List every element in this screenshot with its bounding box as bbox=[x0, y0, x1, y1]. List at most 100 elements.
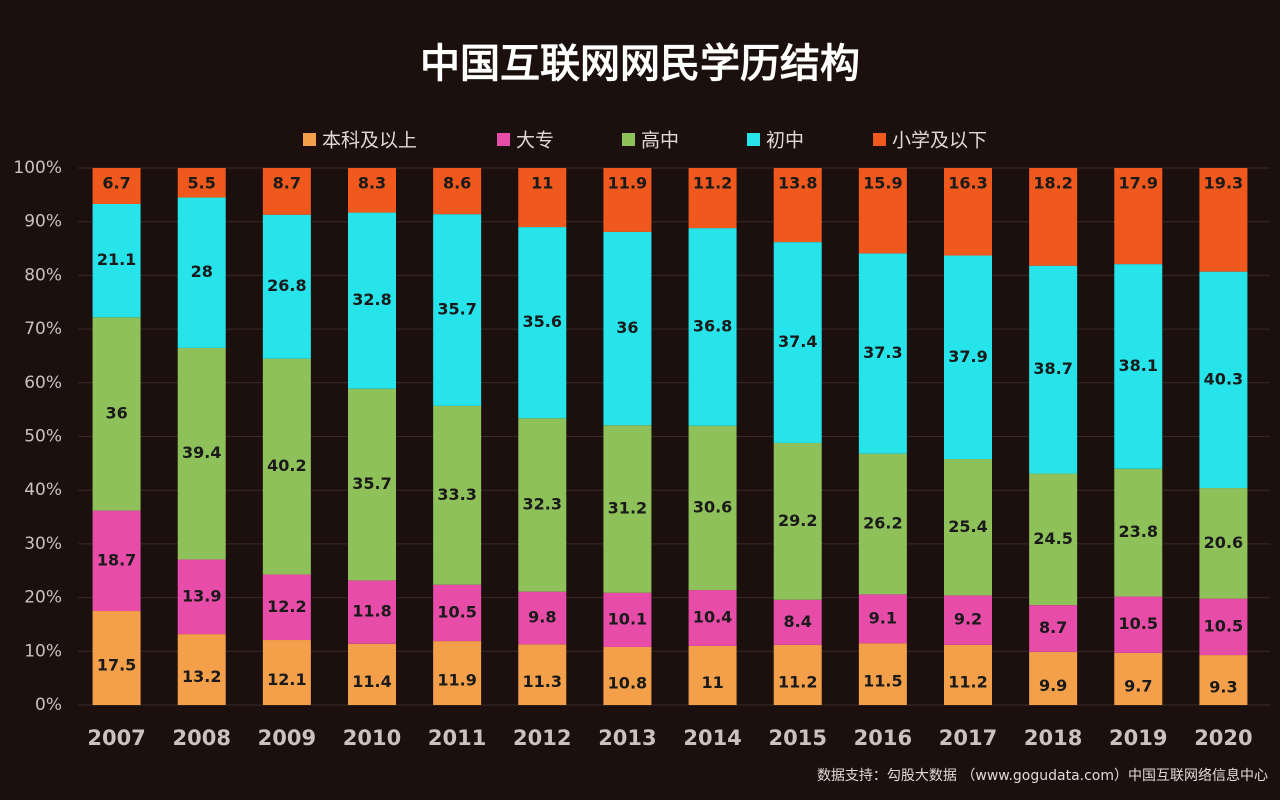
value-label: 21.1 bbox=[97, 250, 136, 269]
value-label: 32.3 bbox=[523, 494, 562, 513]
y-tick-label: 90% bbox=[24, 212, 62, 232]
value-label: 12.1 bbox=[267, 670, 306, 689]
value-label: 8.7 bbox=[1039, 618, 1067, 637]
value-label: 35.7 bbox=[437, 300, 476, 319]
bar-segment bbox=[1029, 168, 1078, 266]
value-label: 25.4 bbox=[948, 517, 987, 536]
y-tick-label: 50% bbox=[24, 427, 62, 447]
legend-label: 小学及以下 bbox=[892, 130, 987, 152]
x-tick-label: 2015 bbox=[768, 726, 826, 750]
bar-segment bbox=[944, 168, 992, 256]
value-label: 36 bbox=[105, 403, 127, 422]
value-label: 10.4 bbox=[693, 608, 732, 627]
value-label: 13.9 bbox=[182, 586, 221, 605]
bar-segment bbox=[348, 388, 396, 581]
bar-segment bbox=[348, 580, 396, 644]
y-tick-label: 80% bbox=[24, 265, 62, 285]
value-label: 5.5 bbox=[188, 174, 216, 193]
value-label: 11.2 bbox=[693, 174, 732, 193]
value-label: 11 bbox=[531, 174, 553, 193]
bar-segment bbox=[1029, 605, 1078, 652]
value-label: 18.7 bbox=[97, 550, 136, 569]
source-note: 数据支持：勾股大数据 （www.gogudata.com）中国互联网络信息中心 bbox=[817, 767, 1268, 784]
value-label: 9.8 bbox=[528, 608, 556, 627]
bar-segment bbox=[92, 168, 141, 204]
x-tick-label: 2020 bbox=[1194, 726, 1252, 750]
value-label: 11.2 bbox=[948, 672, 987, 691]
value-label: 29.2 bbox=[778, 511, 817, 530]
value-label: 24.5 bbox=[1033, 529, 1072, 548]
value-label: 26.8 bbox=[267, 276, 306, 295]
bar-segment bbox=[518, 418, 567, 592]
bar-segment bbox=[688, 590, 737, 646]
bar-segment bbox=[348, 643, 396, 705]
y-tick-label: 30% bbox=[24, 534, 62, 554]
bar-segment bbox=[858, 253, 907, 454]
value-label: 9.9 bbox=[1039, 676, 1067, 695]
value-label: 31.2 bbox=[608, 498, 647, 517]
value-label: 32.8 bbox=[352, 290, 391, 309]
x-tick-label: 2009 bbox=[258, 726, 316, 750]
bar-segment bbox=[92, 611, 141, 705]
bar-segment bbox=[177, 168, 226, 198]
bar-segment bbox=[262, 640, 311, 705]
x-tick-label: 2014 bbox=[683, 726, 741, 750]
value-label: 8.4 bbox=[784, 612, 812, 631]
value-label: 36.8 bbox=[693, 316, 732, 335]
value-label: 9.1 bbox=[869, 608, 897, 627]
value-label: 28 bbox=[191, 262, 213, 281]
bar-segment bbox=[603, 425, 652, 593]
bar-segment bbox=[1114, 596, 1163, 653]
value-label: 30.6 bbox=[693, 497, 732, 516]
x-tick-label: 2010 bbox=[343, 726, 401, 750]
bar-segment bbox=[603, 231, 652, 426]
bar-segment bbox=[177, 634, 226, 705]
bar-segment bbox=[92, 317, 141, 511]
bar-segment bbox=[944, 644, 992, 705]
legend-swatch bbox=[303, 133, 316, 146]
x-tick-label: 2013 bbox=[598, 726, 656, 750]
bar-segment bbox=[944, 459, 992, 596]
value-label: 38.1 bbox=[1119, 356, 1158, 375]
bar-segment bbox=[688, 168, 737, 229]
value-label: 35.7 bbox=[352, 474, 391, 493]
value-label: 11 bbox=[701, 673, 723, 692]
value-label: 18.2 bbox=[1033, 174, 1072, 193]
value-label: 23.8 bbox=[1119, 522, 1158, 541]
x-tick-label: 2012 bbox=[513, 726, 571, 750]
bar-segment bbox=[858, 453, 907, 595]
bar-segment bbox=[603, 168, 652, 232]
bar-segment bbox=[773, 168, 822, 243]
bar-segment bbox=[518, 168, 567, 228]
x-tick-label: 2019 bbox=[1109, 726, 1167, 750]
bar-segment bbox=[518, 591, 567, 645]
bar-segment bbox=[433, 168, 482, 215]
value-label: 40.2 bbox=[267, 456, 306, 475]
bar-segment bbox=[773, 242, 822, 443]
value-label: 11.5 bbox=[863, 672, 902, 691]
value-label: 40.3 bbox=[1204, 369, 1243, 388]
legend-swatch bbox=[747, 133, 760, 146]
value-label: 11.3 bbox=[523, 672, 562, 691]
value-label: 17.5 bbox=[97, 656, 136, 675]
bar-segment bbox=[433, 641, 482, 705]
bar-segment bbox=[688, 645, 737, 705]
value-label: 10.5 bbox=[1119, 614, 1158, 633]
value-label: 19.3 bbox=[1204, 174, 1243, 193]
value-label: 16.3 bbox=[948, 174, 987, 193]
bar-segment bbox=[1199, 655, 1248, 705]
bar-segment bbox=[603, 647, 652, 705]
y-tick-label: 20% bbox=[24, 588, 62, 608]
value-label: 9.7 bbox=[1124, 676, 1152, 695]
value-label: 9.2 bbox=[954, 610, 982, 629]
x-tick-label: 2008 bbox=[172, 726, 230, 750]
y-tick-label: 100% bbox=[13, 158, 62, 178]
bar-segment bbox=[858, 168, 907, 254]
value-label: 10.5 bbox=[1204, 616, 1243, 635]
bar-segment bbox=[518, 644, 567, 705]
bar-segment bbox=[1114, 168, 1163, 265]
bar-segment bbox=[92, 510, 141, 612]
y-tick-label: 40% bbox=[24, 480, 62, 500]
bar-segment bbox=[262, 214, 311, 359]
